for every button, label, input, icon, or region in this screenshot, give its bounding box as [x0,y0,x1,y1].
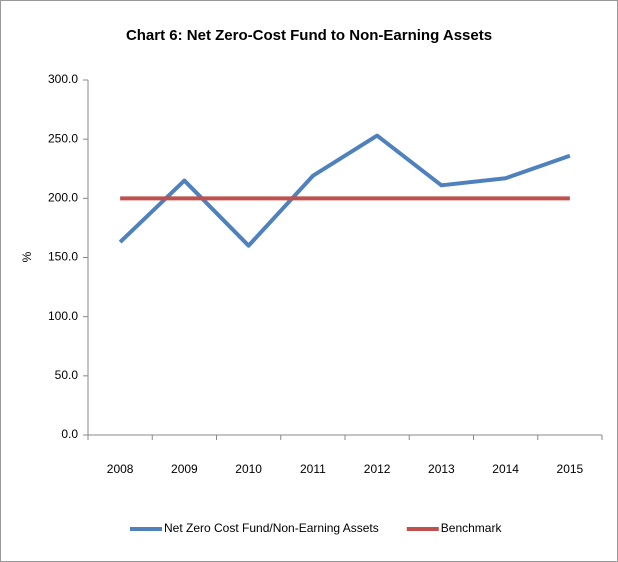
x-tick-label: 2013 [428,462,455,476]
y-tick-label: 0.0 [61,427,78,441]
y-tick-label: 200.0 [48,191,78,205]
x-tick-label: 2009 [171,462,198,476]
x-tick-label: 2015 [557,462,584,476]
series-line [118,133,571,248]
legend-label: Net Zero Cost Fund/Non-Earning Assets [164,521,379,535]
x-tick-label: 2010 [235,462,262,476]
y-tick-label: 50.0 [55,368,79,382]
chart-title: Chart 6: Net Zero-Cost Fund to Non-Earni… [126,27,492,44]
x-tick-label: 2011 [300,462,326,476]
x-tick-label: 2008 [107,462,134,476]
y-axis-label: % [20,251,34,262]
x-tick-label: 2014 [492,462,519,476]
y-tick-label: 300.0 [48,72,78,86]
legend-label: Benchmark [441,521,503,535]
y-tick-label: 250.0 [48,131,78,145]
x-tick-label: 2012 [364,462,391,476]
y-tick-label: 100.0 [48,309,78,323]
y-tick-label: 150.0 [48,250,78,264]
